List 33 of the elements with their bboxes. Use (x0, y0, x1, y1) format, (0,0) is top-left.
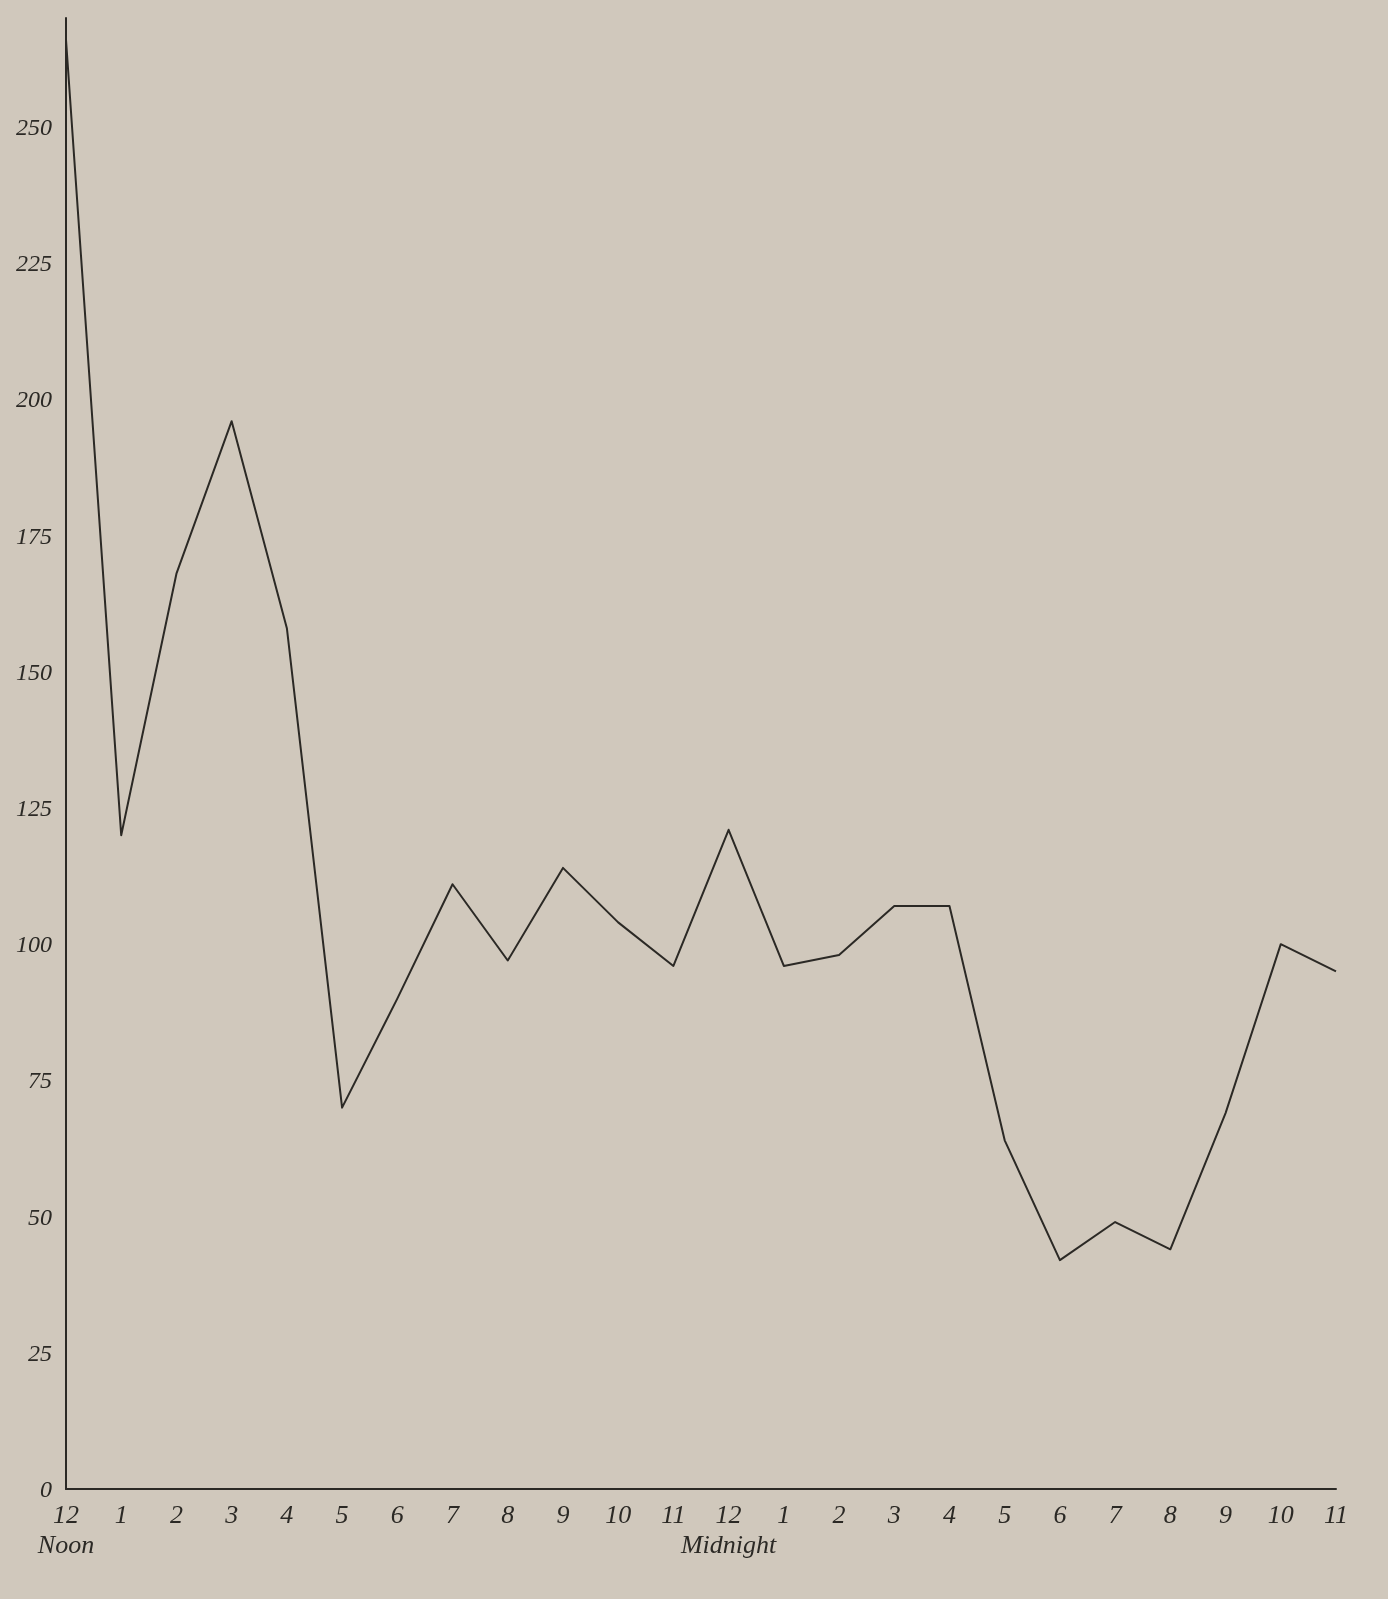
y-tick-label: 50 (28, 1203, 52, 1230)
x-tick-label: 5 (998, 1499, 1012, 1529)
x-tick-label: 9 (556, 1499, 570, 1529)
y-tick-label: 125 (16, 794, 52, 821)
y-tick-label: 100 (16, 931, 52, 958)
y-tick-label: 175 (16, 522, 52, 549)
x-tick-label: 1 (777, 1499, 791, 1529)
y-tick-label: 0 (40, 1476, 52, 1502)
x-tick-label: 4 (942, 1499, 956, 1529)
x-tick-label: 6 (390, 1499, 404, 1529)
x-tick-label: 3 (224, 1499, 239, 1529)
y-tick-label: 25 (28, 1339, 52, 1366)
y-tick-label: 200 (16, 386, 52, 413)
x-tick-label: 10 (605, 1499, 632, 1529)
x-tick-label: 7 (446, 1499, 461, 1529)
x-tick-label: 10 (1267, 1499, 1294, 1529)
y-tick-label: 75 (28, 1067, 52, 1094)
x-tick-label: 8 (501, 1499, 515, 1529)
x-tick-label: 1 (114, 1499, 128, 1529)
x-tick-label: 5 (335, 1499, 349, 1529)
y-tick-label: 150 (16, 658, 52, 685)
y-tick-label: 225 (16, 250, 52, 277)
x-tick-label: 3 (886, 1499, 901, 1529)
x-tick-label: 8 (1163, 1499, 1177, 1529)
x-tick-label: 4 (280, 1499, 294, 1529)
x-tick-label: 9 (1219, 1499, 1233, 1529)
x-tick-label: 2 (169, 1499, 183, 1529)
x-tick-label: 12 Noon (36, 1499, 95, 1559)
x-tick-label: 2 (832, 1499, 846, 1529)
x-tick-label: 11 (1323, 1499, 1349, 1529)
x-tick-label: 6 (1053, 1499, 1067, 1529)
x-tick-label: 7 (1108, 1499, 1123, 1529)
y-tick-label: 250 (16, 113, 52, 140)
